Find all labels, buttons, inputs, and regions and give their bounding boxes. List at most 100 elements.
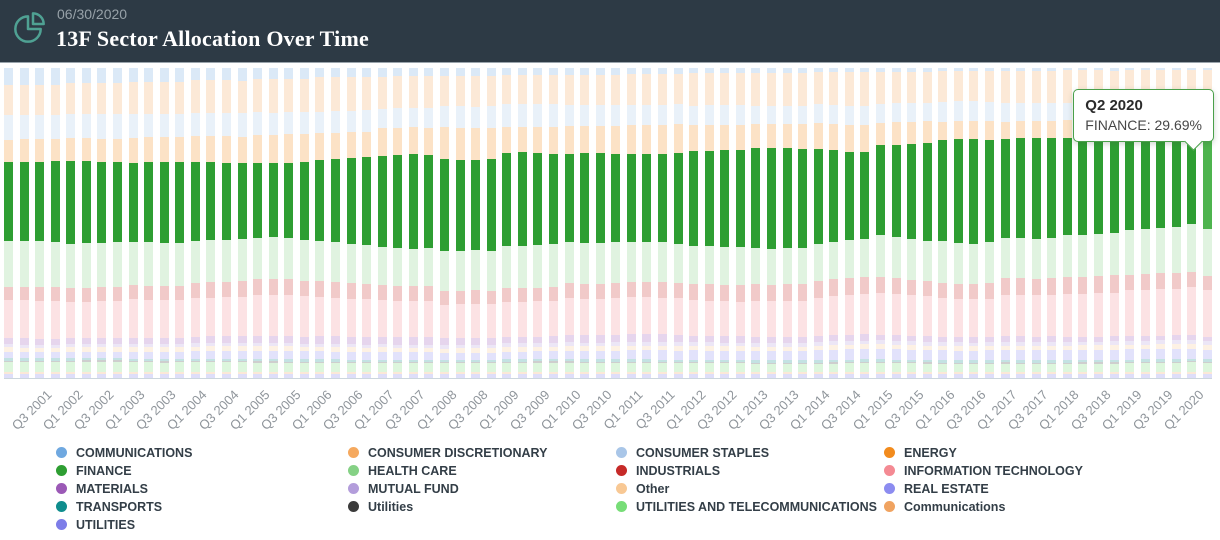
bar-segment-utilities-and-telecommunications[interactable] xyxy=(1062,363,1072,373)
bar-segment-health-care[interactable] xyxy=(564,242,574,284)
stacked-bar[interactable] xyxy=(642,68,652,378)
bar-segment-finance[interactable] xyxy=(642,154,652,242)
bar-segment-real-estate[interactable] xyxy=(299,351,309,360)
bar-segment-consumer-discretionary[interactable] xyxy=(673,74,683,105)
bar-segment-finance[interactable] xyxy=(408,154,418,249)
bar-segment-finance[interactable] xyxy=(829,150,839,242)
bar-segment-energy[interactable] xyxy=(844,124,854,152)
bar-segment-utilities[interactable] xyxy=(876,361,885,364)
bar-segment-real-estate[interactable] xyxy=(362,352,372,360)
bar-segment-energy[interactable] xyxy=(471,127,481,160)
bar-segment-finance[interactable] xyxy=(268,163,278,238)
stacked-bar[interactable] xyxy=(455,68,465,378)
bar-segment-utilities[interactable] xyxy=(440,362,449,364)
bar-segment-information-technology[interactable] xyxy=(346,298,356,337)
bar-segment-consumer-discretionary[interactable] xyxy=(829,72,839,106)
bar-segment-industrials[interactable] xyxy=(549,287,558,301)
bar-segment-other[interactable] xyxy=(1109,345,1119,350)
bar-segment-transports[interactable] xyxy=(486,359,496,363)
bar-segment-finance[interactable] xyxy=(673,153,683,244)
bar-segment-industrials[interactable] xyxy=(735,285,745,302)
bar-segment-energy[interactable] xyxy=(331,132,340,159)
bar-segment-materials[interactable] xyxy=(720,335,730,343)
bar-segment-industrials[interactable] xyxy=(1094,275,1103,294)
bar-segment-mutual-fund[interactable] xyxy=(1156,340,1166,345)
bar-segment-information-technology[interactable] xyxy=(486,304,496,338)
bar-segment-health-care[interactable] xyxy=(1187,223,1197,273)
bar-segment-energy[interactable] xyxy=(704,125,714,151)
bar-segment-utilities-and-telecommunications[interactable] xyxy=(1140,363,1150,373)
bar-segment-consumer-staples[interactable] xyxy=(222,113,231,137)
bar-segment-real-estate[interactable] xyxy=(813,350,823,361)
bar-segment-transports[interactable] xyxy=(782,360,792,363)
bar-segment-transports[interactable] xyxy=(190,358,200,362)
bar-segment-utilities[interactable] xyxy=(1016,362,1026,364)
bar-segment-transports[interactable] xyxy=(751,360,761,363)
bar-segment-other[interactable] xyxy=(393,347,403,353)
bar-segment-other[interactable] xyxy=(751,346,761,352)
bar-segment-utilities[interactable] xyxy=(938,362,948,364)
bar-segment-information-technology[interactable] xyxy=(891,294,901,336)
bar-segment-materials[interactable] xyxy=(393,337,403,345)
bar-segment-industrials[interactable] xyxy=(268,278,278,295)
bar-segment-consumer-discretionary[interactable] xyxy=(782,72,792,107)
bar-segment-consumer-staples[interactable] xyxy=(564,105,574,127)
bar-segment-utilities[interactable] xyxy=(1125,374,1135,378)
bar-segment-other[interactable] xyxy=(424,347,434,353)
bar-segment-real-estate[interactable] xyxy=(533,351,543,360)
bar-segment-transports[interactable] xyxy=(876,359,885,362)
bar-segment-real-estate[interactable] xyxy=(564,350,574,360)
stacked-bar[interactable] xyxy=(284,68,294,378)
bar-segment-other[interactable] xyxy=(206,346,216,351)
stacked-bar[interactable] xyxy=(1062,68,1072,378)
bar-segment-transports[interactable] xyxy=(393,359,403,363)
bar-segment-finance[interactable] xyxy=(517,152,527,247)
bar-segment-transports[interactable] xyxy=(907,359,917,363)
bar-segment-consumer-discretionary[interactable] xyxy=(222,80,231,114)
bar-segment-energy[interactable] xyxy=(549,127,558,154)
bar-segment-information-technology[interactable] xyxy=(1125,290,1135,337)
bar-segment-information-technology[interactable] xyxy=(922,296,932,337)
bar-segment-communications[interactable] xyxy=(953,372,963,375)
bar-segment-communications[interactable] xyxy=(1000,372,1010,375)
bar-segment-consumer-discretionary[interactable] xyxy=(486,75,496,107)
bar-segment-utilities[interactable] xyxy=(35,360,45,362)
bar-segment-finance[interactable] xyxy=(424,154,434,249)
bar-segment-energy[interactable] xyxy=(735,124,745,151)
bar-segment-communications[interactable] xyxy=(113,372,122,375)
bar-segment-other[interactable] xyxy=(533,346,543,352)
bar-segment-industrials[interactable] xyxy=(533,287,543,302)
bar-segment-utilities[interactable] xyxy=(81,374,91,378)
bar-segment-transports[interactable] xyxy=(455,359,465,363)
bar-segment-consumer-staples[interactable] xyxy=(829,105,839,124)
bar-segment-industrials[interactable] xyxy=(1203,275,1212,290)
bar-segment-utilities[interactable] xyxy=(580,374,590,378)
bar-segment-consumer-discretionary[interactable] xyxy=(1156,69,1166,102)
legend-item-industrials[interactable]: INDUSTRIALS xyxy=(616,463,884,478)
bar-segment-utilities[interactable] xyxy=(97,360,107,362)
bar-segment-communications[interactable] xyxy=(876,372,885,374)
bar-segment-utilities-and-telecommunications[interactable] xyxy=(331,363,340,373)
bar-segment-consumer-staples[interactable] xyxy=(767,105,776,124)
bar-segment-communications[interactable] xyxy=(471,68,481,76)
bar-segment-health-care[interactable] xyxy=(907,239,917,280)
bar-segment-utilities-and-telecommunications[interactable] xyxy=(299,362,309,373)
bar-segment-communications[interactable] xyxy=(408,68,418,77)
bar-segment-real-estate[interactable] xyxy=(315,351,325,360)
bar-segment-health-care[interactable] xyxy=(268,237,278,279)
bar-segment-utilities-and-telecommunications[interactable] xyxy=(1047,363,1057,373)
bar-segment-information-technology[interactable] xyxy=(549,300,558,337)
bar-segment-utilities[interactable] xyxy=(969,374,979,378)
bar-segment-utilities[interactable] xyxy=(113,360,122,362)
bar-segment-utilities-and-telecommunications[interactable] xyxy=(985,363,994,373)
bar-segment-mutual-fund[interactable] xyxy=(268,342,278,347)
bar-segment-utilities-and-telecommunications[interactable] xyxy=(1094,363,1103,373)
bar-segment-communications[interactable] xyxy=(1000,68,1010,71)
bar-segment-other[interactable] xyxy=(284,346,294,352)
bar-segment-industrials[interactable] xyxy=(767,284,776,302)
bar-segment-transports[interactable] xyxy=(440,359,449,363)
bar-segment-other[interactable] xyxy=(673,346,683,351)
bar-segment-utilities[interactable] xyxy=(346,374,356,378)
stacked-bar[interactable] xyxy=(829,68,839,378)
bar-segment-real-estate[interactable] xyxy=(517,351,527,360)
